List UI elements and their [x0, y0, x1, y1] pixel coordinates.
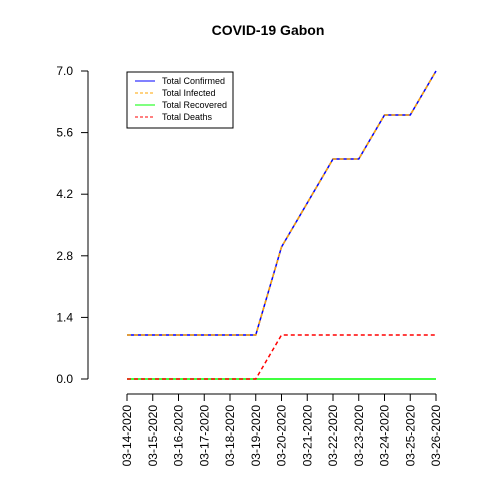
legend-label: Total Recovered — [162, 100, 227, 110]
series-group — [127, 70, 437, 380]
series-line-total-infected — [127, 70, 437, 336]
x-tick-label: 03-17-2020 — [197, 405, 211, 467]
x-tick-label: 03-19-2020 — [249, 405, 263, 467]
x-tick-label: 03-25-2020 — [403, 405, 417, 467]
y-axis: 0.0 1.4 2.8 4.2 5.6 7.0 — [56, 64, 89, 386]
y-tick-label: 1.4 — [56, 310, 73, 324]
x-tick-label: 03-16-2020 — [172, 405, 186, 467]
y-tick-label: 2.8 — [56, 249, 73, 263]
legend-label: Total Confirmed — [162, 76, 225, 86]
x-tick-label: 03-23-2020 — [352, 405, 366, 467]
x-tick-label: 03-15-2020 — [146, 405, 160, 467]
y-tick-label: 5.6 — [56, 126, 73, 140]
x-axis: 03-14-2020 03-15-2020 03-16-2020 03-17-2020… — [120, 393, 443, 467]
legend: Total Confirmed Total Infected Total Recov… — [126, 71, 234, 129]
x-tick-label: 03-21-2020 — [300, 405, 314, 467]
y-tick-label: 4.2 — [56, 187, 73, 201]
legend-label: Total Infected — [162, 88, 216, 98]
x-tick-label: 03-18-2020 — [223, 405, 237, 467]
x-tick-label: 03-20-2020 — [275, 405, 289, 467]
x-tick-label: 03-24-2020 — [378, 405, 392, 467]
y-tick-label: 0.0 — [56, 372, 73, 386]
y-tick-label: 7.0 — [56, 64, 73, 78]
legend-label: Total Deaths — [162, 112, 213, 122]
series-line-total-deaths — [127, 334, 436, 380]
x-tick-label: 03-22-2020 — [326, 405, 340, 467]
x-tick-label: 03-14-2020 — [120, 405, 134, 467]
x-tick-label: 03-26-2020 — [429, 405, 443, 467]
chart-title: COVID-19 Gabon — [212, 22, 325, 38]
